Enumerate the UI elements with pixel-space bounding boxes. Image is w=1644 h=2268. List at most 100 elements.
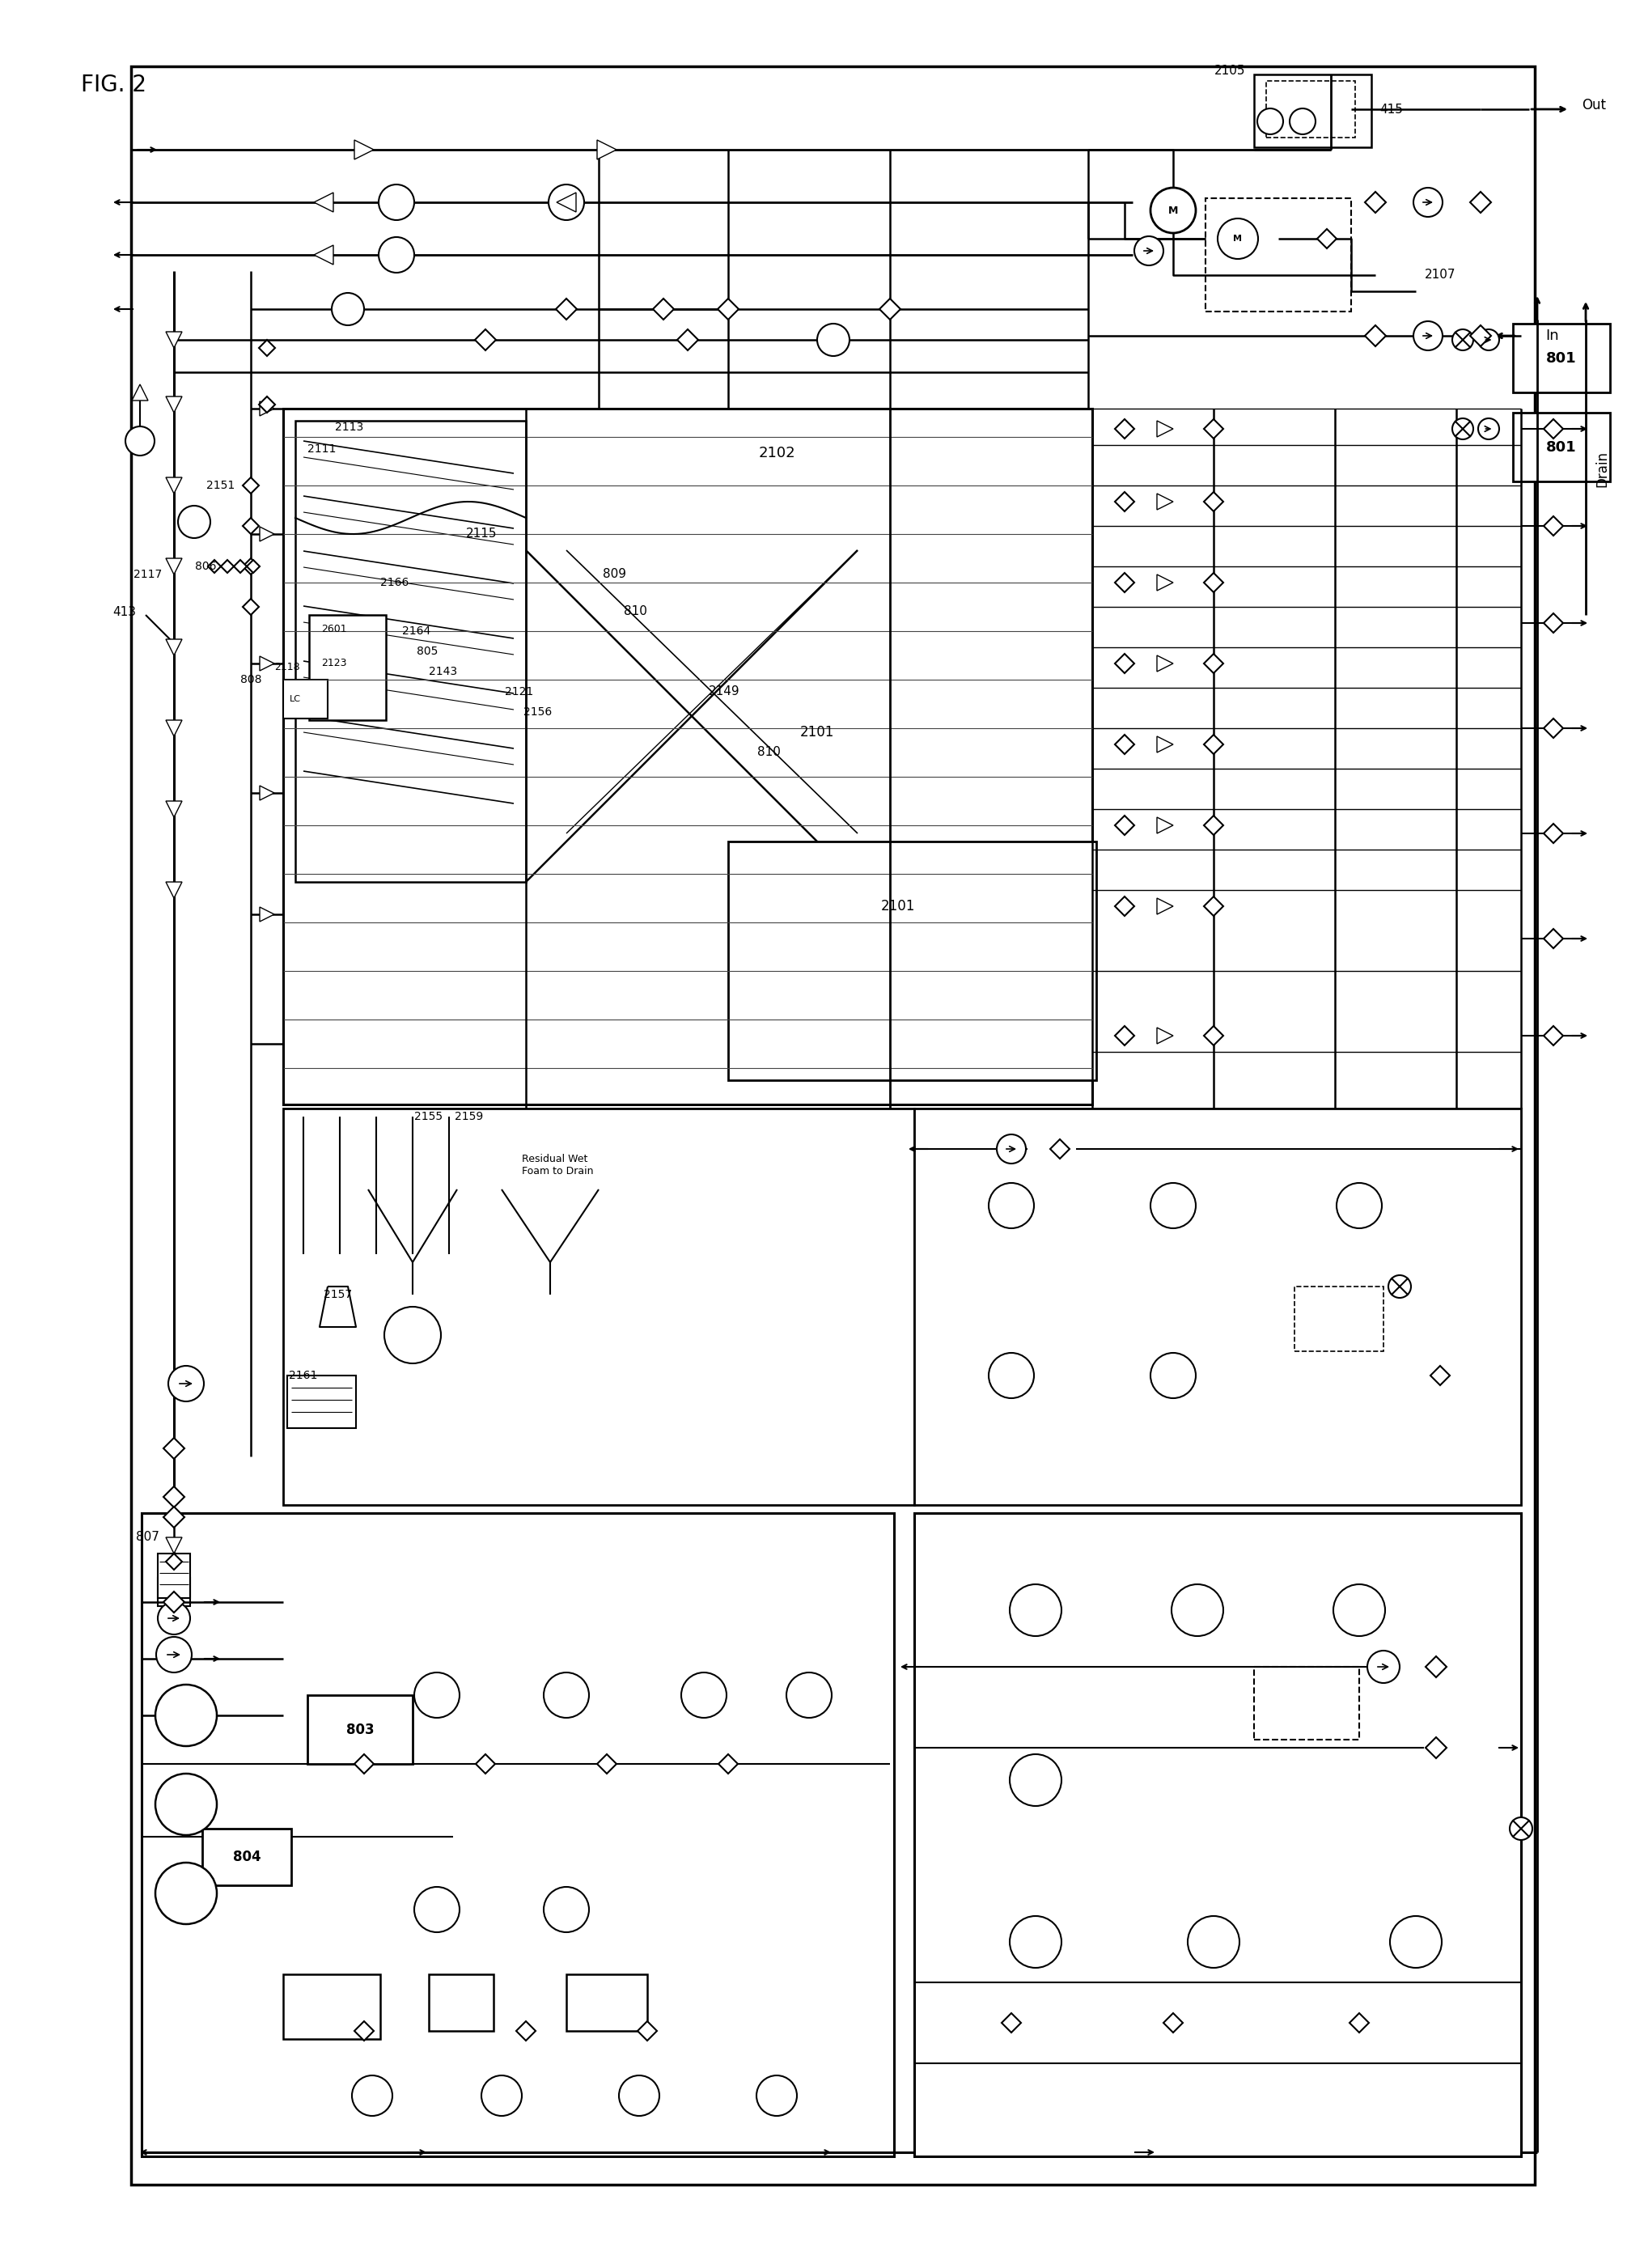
- Text: 2123: 2123: [321, 658, 347, 669]
- Polygon shape: [1348, 2014, 1368, 2032]
- Text: LC: LC: [289, 694, 301, 703]
- Circle shape: [156, 1637, 192, 1672]
- Circle shape: [618, 2075, 659, 2116]
- Bar: [1253, 75, 1371, 147]
- Polygon shape: [556, 299, 577, 320]
- Polygon shape: [1365, 193, 1386, 213]
- Text: 2156: 2156: [523, 705, 552, 717]
- Polygon shape: [1001, 2014, 1021, 2032]
- Bar: [1512, 413, 1609, 481]
- Polygon shape: [1156, 1027, 1172, 1043]
- Polygon shape: [1203, 896, 1223, 916]
- Text: 807: 807: [136, 1531, 159, 1545]
- Polygon shape: [166, 331, 182, 347]
- Circle shape: [1009, 1585, 1060, 1635]
- Polygon shape: [314, 245, 334, 265]
- Polygon shape: [163, 1506, 184, 1529]
- Polygon shape: [233, 560, 247, 574]
- Text: Drain: Drain: [1595, 451, 1608, 488]
- Circle shape: [988, 1184, 1034, 1229]
- Polygon shape: [1470, 324, 1491, 347]
- Polygon shape: [1115, 653, 1134, 674]
- Circle shape: [125, 426, 155, 456]
- Polygon shape: [258, 340, 275, 356]
- Circle shape: [1337, 1184, 1381, 1229]
- Polygon shape: [163, 1486, 184, 1508]
- Polygon shape: [1203, 653, 1223, 674]
- Polygon shape: [1365, 324, 1386, 347]
- Polygon shape: [353, 2021, 373, 2041]
- Text: 810: 810: [756, 746, 779, 758]
- Bar: [1205, 197, 1350, 311]
- Circle shape: [544, 1887, 589, 1932]
- Text: 806: 806: [196, 560, 217, 572]
- Bar: [283, 680, 327, 719]
- Polygon shape: [166, 558, 182, 574]
- Polygon shape: [1162, 2014, 1182, 2032]
- Polygon shape: [1115, 735, 1134, 755]
- Text: 2155: 2155: [414, 1111, 442, 1123]
- Polygon shape: [1544, 930, 1562, 948]
- Text: 2601: 2601: [321, 624, 347, 635]
- Polygon shape: [1544, 1025, 1562, 1046]
- Circle shape: [352, 2075, 393, 2116]
- Circle shape: [996, 1134, 1026, 1163]
- Text: 2157: 2157: [324, 1288, 352, 1300]
- Polygon shape: [166, 640, 182, 655]
- Circle shape: [414, 1887, 459, 1932]
- Polygon shape: [353, 1753, 373, 1774]
- Polygon shape: [314, 193, 334, 211]
- Circle shape: [155, 1862, 217, 1923]
- Polygon shape: [475, 1753, 495, 1774]
- Polygon shape: [597, 1753, 616, 1774]
- Polygon shape: [1115, 1025, 1134, 1046]
- Text: 801: 801: [1545, 352, 1577, 365]
- Bar: [141, 1513, 894, 2157]
- Circle shape: [1217, 218, 1258, 259]
- Bar: [566, 1973, 648, 2030]
- Polygon shape: [1203, 735, 1223, 755]
- Polygon shape: [1115, 492, 1134, 510]
- Circle shape: [1149, 1184, 1195, 1229]
- Polygon shape: [1425, 1737, 1445, 1758]
- Circle shape: [1478, 329, 1498, 349]
- Text: 415: 415: [1379, 102, 1402, 116]
- Polygon shape: [597, 141, 616, 159]
- Text: Out: Out: [1582, 98, 1605, 113]
- Circle shape: [1412, 322, 1442, 349]
- Polygon shape: [653, 299, 674, 320]
- Polygon shape: [220, 560, 233, 574]
- Polygon shape: [166, 721, 182, 737]
- Bar: [202, 1828, 291, 1885]
- Circle shape: [1289, 109, 1315, 134]
- Circle shape: [786, 1672, 832, 1717]
- Text: 801: 801: [1545, 440, 1577, 454]
- Polygon shape: [1203, 816, 1223, 835]
- Polygon shape: [243, 517, 258, 533]
- Text: 2151: 2151: [206, 481, 235, 492]
- Text: 2101: 2101: [799, 726, 834, 739]
- Text: 2164: 2164: [403, 626, 431, 637]
- Bar: [914, 1513, 1521, 2157]
- Text: 808: 808: [240, 674, 261, 685]
- Polygon shape: [163, 1438, 184, 1458]
- Polygon shape: [166, 476, 182, 494]
- Text: 805: 805: [416, 646, 437, 658]
- Polygon shape: [1115, 574, 1134, 592]
- Text: 2117: 2117: [133, 569, 161, 581]
- Circle shape: [378, 184, 414, 220]
- Text: M: M: [1167, 204, 1177, 215]
- Polygon shape: [166, 397, 182, 413]
- Text: 2149: 2149: [709, 685, 740, 699]
- Polygon shape: [880, 299, 899, 320]
- Polygon shape: [516, 2021, 536, 2041]
- Polygon shape: [1317, 229, 1337, 249]
- Text: 2159: 2159: [455, 1111, 483, 1123]
- Polygon shape: [166, 882, 182, 898]
- Bar: [132, 66, 1534, 2184]
- Circle shape: [1452, 329, 1473, 349]
- Circle shape: [414, 1672, 459, 1717]
- Circle shape: [1187, 1916, 1240, 1969]
- Polygon shape: [260, 907, 275, 921]
- Circle shape: [155, 1774, 217, 1835]
